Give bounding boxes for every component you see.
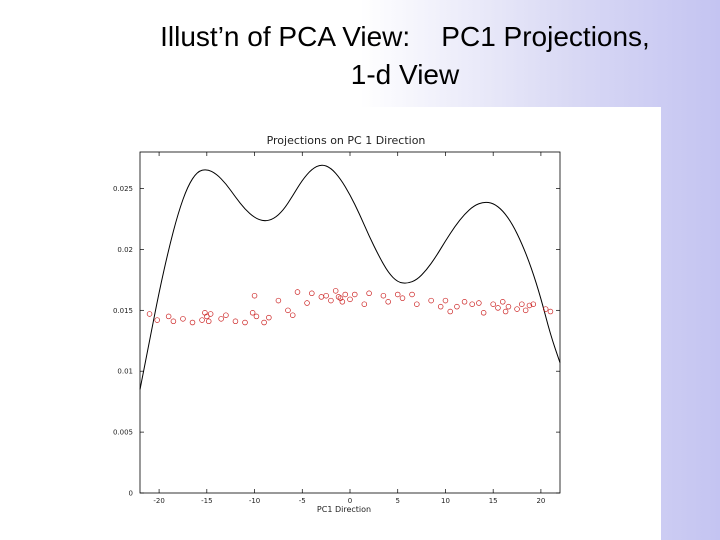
projection-point [275, 297, 282, 304]
projection-point [530, 301, 537, 307]
slide-title: Illust’n of PCA View: PC1 Projections, 1… [60, 18, 720, 94]
projection-point [542, 306, 549, 312]
projection-point [180, 316, 186, 322]
projection-point [394, 291, 401, 298]
projection-point [189, 319, 196, 326]
y-tick-label: 0.015 [113, 307, 133, 315]
projection-point [309, 290, 315, 297]
y-tick-label: 0.025 [113, 185, 133, 193]
y-tick-label: 0.01 [117, 368, 133, 376]
x-tick-label: 5 [395, 497, 399, 505]
projection-point [442, 297, 449, 304]
projection-point [249, 310, 256, 316]
projection-point [499, 299, 506, 305]
projection-point [469, 301, 475, 307]
projection-point [514, 306, 520, 312]
projection-point [205, 318, 212, 325]
projection-point [207, 311, 214, 317]
projection-point [495, 305, 501, 311]
axes: -20 -15 -10 -5 0 5 10 15 20 0 0.005 0.01 0.015 0.02 0.… [113, 151, 561, 505]
y-tick-label: 0.005 [113, 429, 133, 437]
x-tick-label: 0 [348, 497, 352, 505]
projection-point [285, 307, 291, 314]
projection-point [461, 299, 468, 305]
projection-point [414, 301, 420, 307]
projection-point [328, 297, 334, 304]
projection-point [526, 302, 533, 309]
projection-point [502, 308, 509, 315]
chart-title: Projections on PC 1 Direction [267, 134, 426, 147]
projection-point [366, 290, 372, 297]
x-axis-label: PC1 Direction [317, 505, 371, 514]
x-tick-label: -5 [299, 497, 306, 505]
projection-point [352, 291, 358, 298]
projection-point [266, 314, 272, 321]
x-tick-label: -20 [153, 497, 164, 505]
x-tick-label: 10 [441, 497, 450, 505]
projection-point [261, 319, 267, 326]
projection-point [332, 288, 339, 294]
figure-panel: Projections on PC 1 Direction PC1 Direct… [48, 107, 661, 540]
projection-point [294, 289, 301, 295]
projection-point [242, 319, 248, 326]
projection-point [154, 317, 160, 323]
projection-point [505, 303, 512, 310]
projection-points [146, 288, 554, 326]
projection-point [251, 292, 258, 299]
projection-point [223, 312, 229, 318]
projection-point [165, 313, 172, 320]
projection-point [146, 311, 153, 317]
projection-point [522, 307, 529, 314]
slide-title-line-1: Illust’n of PCA View: PC1 Projections, [160, 21, 650, 52]
projection-point [447, 308, 453, 315]
x-tick-label: 15 [489, 497, 498, 505]
projection-point [519, 301, 525, 307]
x-tick-label: 20 [536, 497, 545, 505]
projection-point [170, 318, 177, 325]
projection-point [385, 299, 391, 305]
projection-point [409, 291, 415, 298]
projection-point [204, 313, 210, 320]
projection-point [454, 303, 460, 310]
density-curve-line [139, 164, 561, 390]
projection-point [342, 291, 348, 298]
projection-point [289, 312, 296, 318]
projection-point [437, 303, 444, 310]
projection-point [304, 300, 310, 306]
projection-point [218, 316, 224, 322]
slide-title-line-2: 1-d View [350, 59, 460, 90]
projection-point [361, 301, 368, 307]
projection-point [380, 292, 387, 299]
density-curve [139, 164, 561, 390]
y-tick-label: 0 [129, 490, 133, 498]
projection-point [490, 301, 496, 307]
x-tick-label: -10 [249, 497, 260, 505]
projection-point [339, 299, 346, 305]
projection-point [232, 318, 239, 325]
projection-point [428, 297, 434, 304]
y-tick-label: 0.02 [117, 246, 133, 254]
projection-point [480, 310, 487, 316]
projection-point [253, 313, 260, 320]
projection-point [399, 295, 406, 301]
projection-point [547, 308, 554, 315]
pc1-projection-chart: Projections on PC 1 Direction PC1 Direct… [113, 134, 561, 514]
projection-point [347, 296, 353, 303]
projection-point [323, 292, 329, 299]
projection-point [318, 294, 325, 300]
projection-point [476, 300, 482, 306]
x-tick-label: -15 [201, 497, 212, 505]
projection-point [199, 317, 205, 323]
